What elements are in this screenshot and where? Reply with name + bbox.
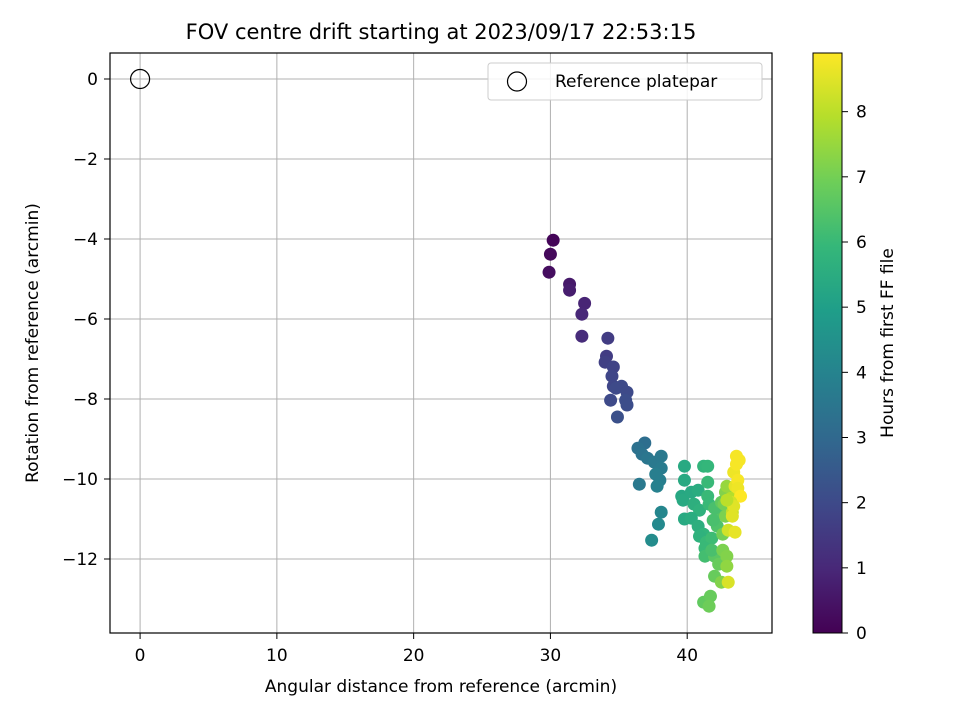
colorbar: 0 1 2 3 4 5 6 7 8 Hours from first FF file bbox=[812, 52, 898, 644]
plot-frame bbox=[109, 52, 773, 634]
data-point bbox=[620, 398, 634, 412]
legend-marker bbox=[506, 71, 528, 92]
data-point bbox=[705, 543, 719, 557]
data-point bbox=[542, 265, 556, 279]
reference-point bbox=[129, 68, 151, 90]
x-axis-label: Angular distance from reference (arcmin) bbox=[265, 677, 617, 697]
data-point bbox=[605, 369, 619, 383]
colorbar-tick-label: 6 bbox=[856, 233, 867, 253]
data-point bbox=[546, 233, 560, 247]
colorbar-tick-label: 7 bbox=[856, 168, 867, 188]
colorbar-tick-label: 3 bbox=[856, 428, 867, 448]
colorbar-tick-label: 0 bbox=[856, 624, 867, 644]
data-point bbox=[725, 509, 739, 523]
data-point bbox=[645, 533, 659, 547]
colorbar-gradient bbox=[812, 52, 843, 634]
data-point bbox=[734, 489, 748, 503]
data-point bbox=[701, 459, 715, 473]
y-tick-label: −6 bbox=[73, 310, 98, 330]
data-point bbox=[575, 307, 589, 321]
data-point bbox=[693, 503, 707, 517]
reference-marker bbox=[129, 68, 151, 90]
data-point bbox=[720, 493, 734, 507]
data-point bbox=[703, 589, 717, 603]
data-point bbox=[601, 331, 615, 345]
x-tick-label: 40 bbox=[676, 646, 698, 666]
data-point bbox=[677, 459, 691, 473]
data-point bbox=[604, 393, 618, 407]
data-point bbox=[543, 247, 557, 261]
legend: Reference platepar bbox=[487, 62, 763, 101]
x-tick-label: 20 bbox=[403, 646, 425, 666]
data-point bbox=[654, 505, 668, 519]
data-point bbox=[705, 531, 719, 545]
x-axis-ticks: 0 10 20 30 40 bbox=[135, 633, 698, 666]
data-point bbox=[701, 475, 715, 489]
colorbar-tick-label: 5 bbox=[856, 298, 867, 318]
chart-title: FOV centre drift starting at 2023/09/17 … bbox=[186, 20, 697, 44]
x-tick-label: 30 bbox=[540, 646, 562, 666]
grid bbox=[110, 53, 772, 633]
data-point bbox=[677, 473, 691, 487]
colorbar-tick-label: 8 bbox=[856, 103, 867, 123]
y-tick-label: −8 bbox=[73, 390, 98, 410]
data-point bbox=[578, 296, 592, 310]
y-axis-label: Rotation from reference (arcmin) bbox=[23, 203, 43, 483]
y-tick-label: −2 bbox=[73, 150, 98, 170]
data-point bbox=[691, 483, 705, 497]
colorbar-tick-label: 4 bbox=[856, 363, 867, 383]
data-point bbox=[729, 457, 743, 471]
data-point bbox=[650, 479, 664, 493]
data-point bbox=[706, 513, 720, 527]
data-point bbox=[654, 449, 668, 463]
data-point bbox=[721, 575, 735, 589]
data-points bbox=[542, 233, 748, 613]
data-point bbox=[609, 381, 623, 395]
plot-area bbox=[109, 52, 773, 634]
data-point bbox=[676, 493, 690, 507]
x-tick-label: 0 bbox=[135, 646, 146, 666]
data-point bbox=[720, 549, 734, 563]
legend-label: Reference platepar bbox=[555, 72, 717, 92]
x-tick-label: 10 bbox=[266, 646, 288, 666]
colorbar-tick-label: 2 bbox=[856, 494, 867, 514]
data-point bbox=[720, 559, 734, 573]
y-tick-label: −4 bbox=[73, 230, 98, 250]
y-tick-label: −12 bbox=[62, 550, 98, 570]
data-point bbox=[632, 477, 646, 491]
legend-box bbox=[487, 62, 763, 101]
colorbar-ticks: 0 1 2 3 4 5 6 7 8 bbox=[842, 103, 867, 644]
data-point bbox=[610, 410, 624, 424]
data-point bbox=[728, 525, 742, 539]
colorbar-tick-label: 1 bbox=[856, 559, 867, 579]
y-tick-label: 0 bbox=[87, 70, 98, 90]
colorbar-label: Hours from first FF file bbox=[878, 248, 898, 438]
data-point bbox=[702, 599, 716, 613]
data-point bbox=[651, 517, 665, 531]
y-tick-label: −10 bbox=[62, 470, 98, 490]
data-point bbox=[575, 329, 589, 343]
y-axis-ticks: 0 −2 −4 −6 −8 −10 −12 bbox=[62, 70, 110, 570]
data-point bbox=[563, 283, 577, 297]
